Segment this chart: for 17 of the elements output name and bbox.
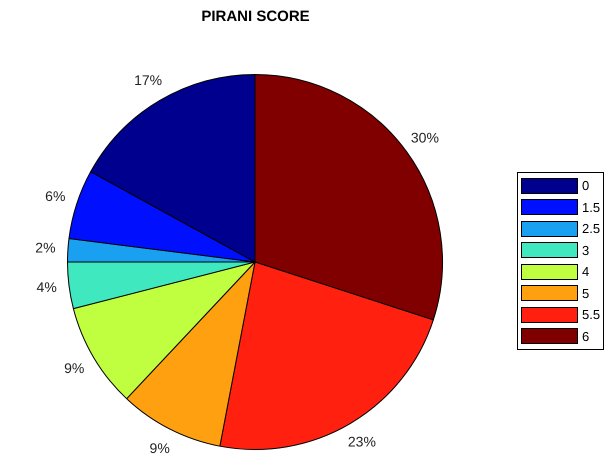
data-label: 17% bbox=[134, 72, 162, 88]
legend-label: 4 bbox=[582, 264, 590, 280]
legend-label: 2.5 bbox=[582, 221, 600, 236]
legend-label: 3 bbox=[582, 242, 590, 258]
legend-label: 6 bbox=[582, 328, 590, 344]
legend-label: 5 bbox=[582, 286, 590, 301]
data-label: 30% bbox=[410, 129, 439, 146]
data-label: 23% bbox=[348, 434, 376, 450]
data-label: 2% bbox=[35, 240, 56, 256]
chart-title: PIRANI SCORE bbox=[200, 8, 311, 25]
data-label: 9% bbox=[64, 360, 84, 376]
data-label: 9% bbox=[150, 440, 170, 456]
data-label: 4% bbox=[36, 279, 57, 296]
legend-label: 5.5 bbox=[582, 307, 600, 322]
legend-label: 1.5 bbox=[582, 200, 600, 215]
legend-label: 0 bbox=[582, 178, 590, 194]
data-label: 6% bbox=[45, 188, 66, 204]
